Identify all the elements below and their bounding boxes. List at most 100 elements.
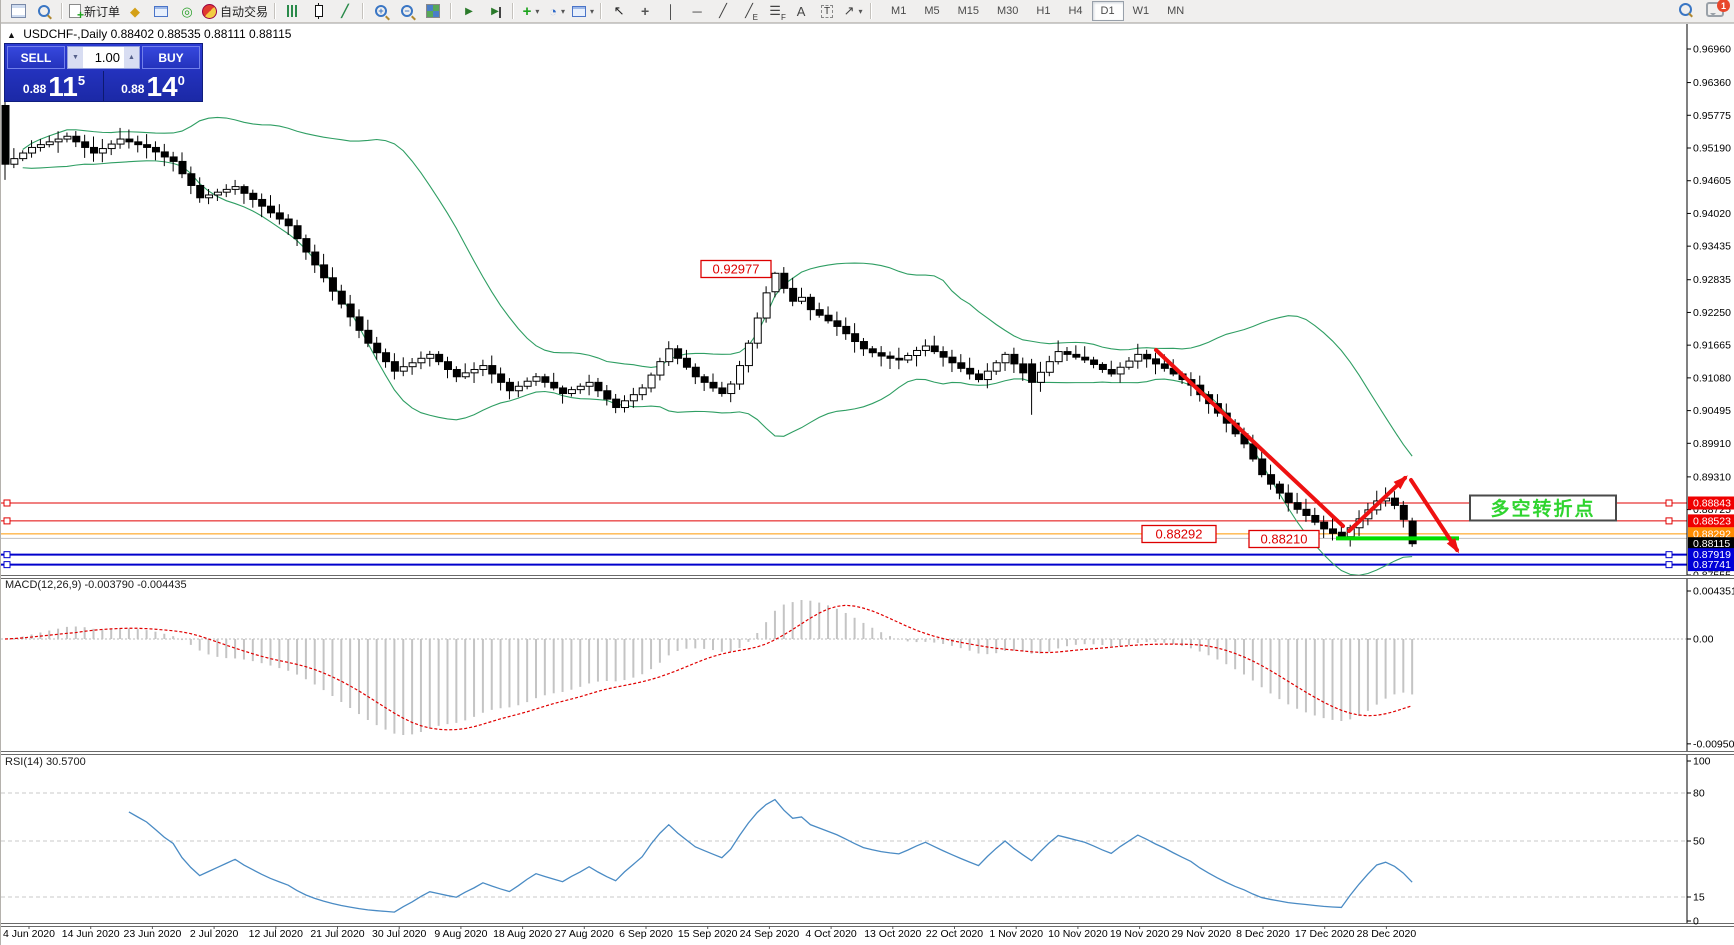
tile-windows-button[interactable] — [420, 1, 446, 21]
candle-body — [532, 376, 541, 382]
auto-scroll-button[interactable]: ▶ — [456, 1, 482, 21]
chart-windows-button[interactable] — [5, 1, 31, 21]
timeframe-h4[interactable]: H4 — [1068, 5, 1083, 17]
line-handle[interactable] — [3, 561, 11, 569]
candle-body — [1311, 514, 1320, 523]
candle-body — [390, 361, 399, 372]
crosshair-button[interactable]: + — [632, 1, 658, 21]
fibonacci-button[interactable]: ☰ F — [762, 1, 788, 22]
date-label: 2 Jul 2020 — [190, 928, 239, 940]
templates-button[interactable]: ▾ — [570, 1, 596, 21]
signals-button[interactable]: ◎ — [174, 1, 200, 21]
candle-body — [1337, 531, 1346, 538]
price-tag-label: 0.88523 — [1693, 515, 1731, 527]
timeframe-mn[interactable]: MN — [1167, 5, 1185, 17]
line-chart-button[interactable]: ╱ — [332, 1, 358, 21]
line-handle[interactable] — [3, 517, 11, 525]
candle-body — [674, 348, 683, 359]
line-handle[interactable] — [1665, 551, 1673, 559]
history-center-button[interactable]: ◆ — [122, 1, 148, 21]
line-handle[interactable] — [1665, 517, 1673, 525]
line-handle[interactable] — [3, 499, 11, 507]
pane-separator[interactable] — [1, 751, 1734, 754]
pane-separator[interactable] — [1, 923, 1734, 926]
sell-price[interactable]: 0.88 11 5 — [5, 71, 104, 101]
trend-arrow[interactable] — [1409, 478, 1459, 552]
annotation-box[interactable] — [700, 259, 772, 279]
new-order-button[interactable]: 新订单 — [67, 1, 122, 22]
timeframe-h1[interactable]: H1 — [1036, 5, 1051, 17]
collapse-panel-icon[interactable]: ▲ — [7, 30, 16, 40]
auto-scroll-icon: ▶ — [465, 5, 473, 17]
candlestick-chart-button[interactable] — [306, 1, 332, 21]
candle-body — [36, 144, 45, 148]
candle-body — [930, 345, 939, 353]
candle-body — [815, 309, 824, 316]
autotrading-button[interactable]: 自动交易 — [200, 1, 270, 21]
chart-shift-button[interactable]: ▶ — [482, 1, 508, 21]
indicators-button[interactable]: + ▾ — [518, 1, 544, 21]
buy-price[interactable]: 0.88 14 0 — [104, 71, 202, 101]
zoom-out-button[interactable]: − — [394, 1, 420, 21]
macd-tick-label: -0.009504 — [1693, 738, 1734, 750]
line-handle[interactable] — [1665, 561, 1673, 569]
candle-body — [444, 361, 452, 370]
market-watch-button[interactable] — [31, 1, 57, 21]
line-handle[interactable] — [3, 551, 11, 559]
timeframe-m30[interactable]: M30 — [997, 5, 1019, 17]
timeframe-d1[interactable]: D1 — [1091, 1, 1124, 21]
price-tick-label: 0.96360 — [1693, 77, 1731, 89]
trend-arrow[interactable] — [1154, 348, 1345, 528]
candle-body — [328, 277, 337, 292]
chevron-down-icon: ▾ — [858, 6, 863, 16]
terminal-button[interactable] — [148, 1, 174, 21]
date-label: 19 Nov 2020 — [1110, 928, 1170, 940]
candle-body — [656, 361, 665, 376]
timeframe-m5[interactable]: M5 — [924, 5, 940, 17]
sell-button[interactable]: SELL — [7, 46, 65, 69]
trendline-button[interactable]: ╱ — [710, 1, 736, 21]
zoom-in-icon: + — [375, 5, 388, 17]
timeframe-w1[interactable]: W1 — [1132, 5, 1150, 17]
clock-icon: ◔ — [549, 3, 557, 19]
text-button[interactable]: A — [788, 1, 814, 21]
notifications-icon[interactable]: 1 — [1706, 0, 1730, 17]
candle-body — [921, 345, 930, 351]
annotation-box[interactable] — [1141, 524, 1217, 544]
trend-arrow[interactable] — [1347, 476, 1407, 533]
candle-body — [187, 173, 196, 186]
timeframe-m15[interactable]: M15 — [957, 5, 980, 17]
candle-body — [98, 148, 107, 154]
buy-button[interactable]: BUY — [142, 46, 200, 69]
pane-separator[interactable] — [1, 575, 1734, 578]
separator — [274, 3, 277, 19]
candle-body — [762, 292, 771, 319]
search-icon[interactable] — [1679, 3, 1692, 16]
volume-value[interactable]: 1.00 — [94, 50, 120, 65]
candle-body — [682, 357, 691, 368]
arrows-button[interactable]: ↗ ▾ — [840, 1, 866, 21]
volume-increase-button[interactable]: ▲ — [124, 47, 139, 68]
candle-body — [1116, 366, 1125, 375]
cursor-button[interactable]: ↖ — [606, 1, 632, 21]
candle-body — [382, 352, 391, 363]
timeframe-m1[interactable]: M1 — [891, 5, 907, 17]
candle-body — [461, 372, 470, 378]
annotation-box[interactable] — [1469, 494, 1617, 522]
bar-chart-button[interactable] — [280, 1, 306, 21]
channel-button[interactable]: ╱ E — [736, 1, 762, 22]
vertical-line-button[interactable]: │ — [658, 1, 684, 21]
volume-decrease-button[interactable]: ▼ — [68, 47, 83, 68]
rsi-tick-label: 0 — [1693, 916, 1699, 928]
candle-body — [240, 186, 249, 194]
date-label: 10 Nov 2020 — [1048, 928, 1108, 940]
text-label-button[interactable]: T — [814, 1, 840, 21]
horizontal-line-button[interactable]: ─ — [684, 1, 710, 21]
zoom-in-button[interactable]: + — [368, 1, 394, 21]
candle-body — [19, 152, 28, 160]
line-handle[interactable] — [1665, 499, 1673, 507]
macd-label: MACD(12,26,9) -0.003790 -0.004435 — [5, 579, 187, 591]
periods-button[interactable]: ◔ ▾ — [544, 1, 570, 21]
annotation-box[interactable] — [1248, 529, 1320, 549]
